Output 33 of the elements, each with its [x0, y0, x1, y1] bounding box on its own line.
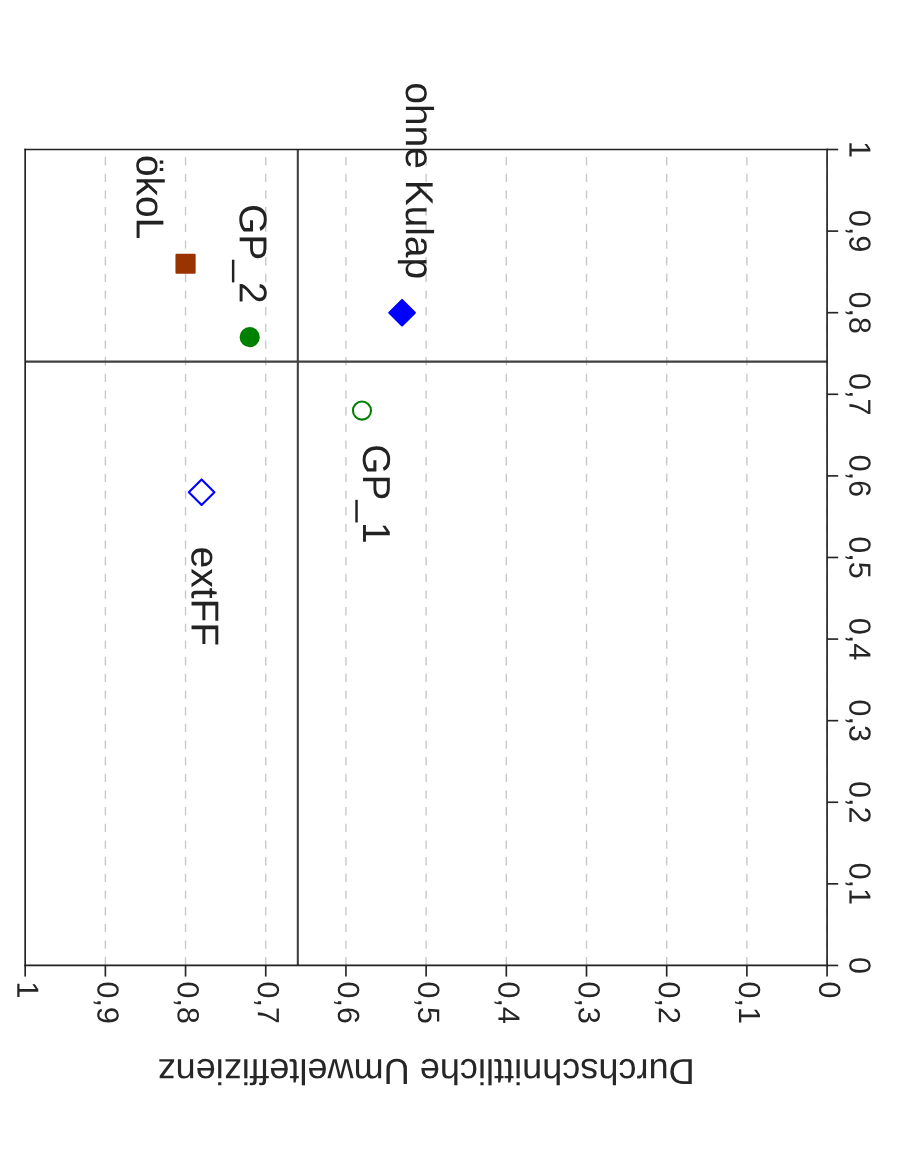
x-tick-label: 0,4 [494, 982, 520, 1023]
x-tick-label: 0,9 [93, 982, 119, 1023]
x-tick-label: 0,8 [173, 982, 199, 1023]
y-tick-label: 0,9 [845, 211, 871, 251]
x-tick-label: 0,5 [414, 982, 440, 1023]
text: GP_2 [231, 206, 267, 302]
x-tick-label: 0,6 [334, 982, 360, 1023]
y-tick-label: 0,5 [845, 537, 871, 578]
x-tick-label: 0,7 [253, 982, 280, 1023]
y-tick-label: 1 [849, 143, 871, 157]
text: extFF [191, 548, 219, 645]
y-tick-label: 0,8 [845, 292, 871, 333]
point [175, 253, 196, 274]
text: GP_1 [355, 446, 391, 542]
point [239, 327, 260, 348]
y-tick-label: 0,3 [845, 700, 871, 741]
x-tick-label: 0 [818, 982, 841, 998]
x-tick-label: 1 [17, 983, 39, 997]
point [187, 478, 216, 507]
x-tick-label: 0,2 [654, 982, 681, 1023]
text: ohne Kulap [397, 84, 435, 278]
y-tick-label: 0,7 [845, 374, 871, 414]
x-tick-label: 0,3 [574, 982, 600, 1023]
y-tick-label: 0,6 [845, 455, 871, 496]
text: ökoL [136, 156, 165, 238]
point [351, 400, 373, 421]
y-tick-label: 0,1 [845, 863, 871, 904]
x-axis-title: Durchschnittliche Umwelteffizienz [159, 1058, 692, 1086]
x-tick-label: 0,1 [735, 982, 761, 1023]
y-tick-label: 0,2 [845, 782, 871, 822]
point [388, 298, 416, 327]
y-tick-label: 0 [849, 958, 871, 973]
y-tick-label: 0,4 [845, 619, 871, 660]
